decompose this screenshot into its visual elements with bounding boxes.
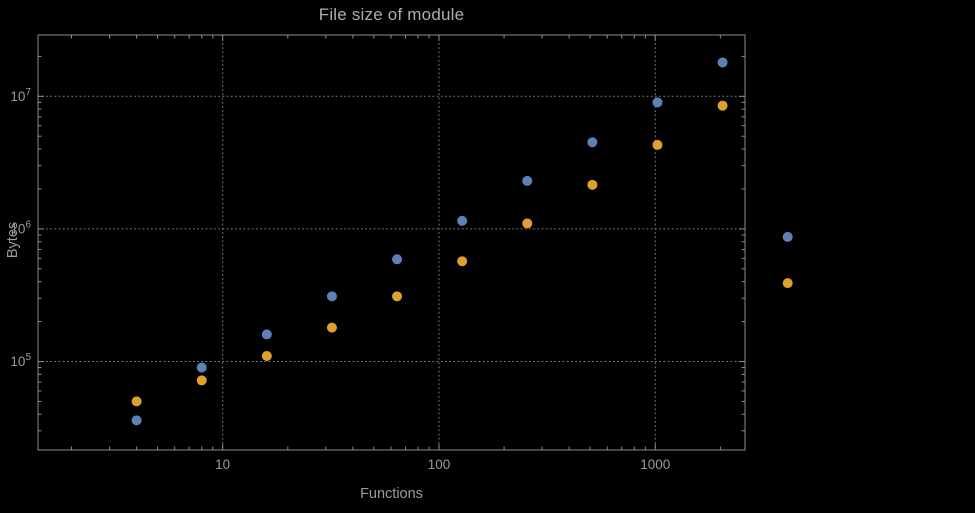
data-point xyxy=(131,396,142,407)
data-point xyxy=(326,322,337,333)
data-point xyxy=(652,139,663,150)
x-axis-label: Functions xyxy=(360,486,423,502)
x-tick-label: 100 xyxy=(428,457,451,472)
data-point xyxy=(652,97,663,108)
data-point xyxy=(196,375,207,386)
data-point xyxy=(326,291,337,302)
plot-frame xyxy=(37,34,746,451)
axis-ticks xyxy=(38,35,745,450)
data-points-series-1-blue xyxy=(131,57,793,426)
data-point xyxy=(522,218,533,229)
data-point xyxy=(717,100,728,111)
data-point xyxy=(717,57,728,68)
data-point xyxy=(261,351,272,362)
data-point xyxy=(587,179,598,190)
x-tick-label: 10 xyxy=(215,457,230,472)
data-point xyxy=(392,291,403,302)
grid-lines xyxy=(37,34,746,451)
data-point xyxy=(392,254,403,265)
data-point xyxy=(782,231,793,242)
data-point xyxy=(587,137,598,148)
data-points-series-2-orange xyxy=(131,100,793,407)
chart-title: File size of module xyxy=(318,5,465,24)
data-point xyxy=(457,215,468,226)
y-tick-label: 107 xyxy=(10,87,31,104)
tick-labels: 10 100 1000 105 106 107 xyxy=(10,87,670,472)
data-point xyxy=(782,278,793,289)
y-tick-label: 106 xyxy=(10,219,31,236)
data-point xyxy=(457,256,468,267)
data-point xyxy=(131,415,142,426)
x-tick-label: 1000 xyxy=(640,457,670,472)
data-point xyxy=(522,175,533,186)
y-tick-label: 105 xyxy=(10,352,31,369)
data-point xyxy=(261,329,272,340)
data-point xyxy=(196,362,207,373)
